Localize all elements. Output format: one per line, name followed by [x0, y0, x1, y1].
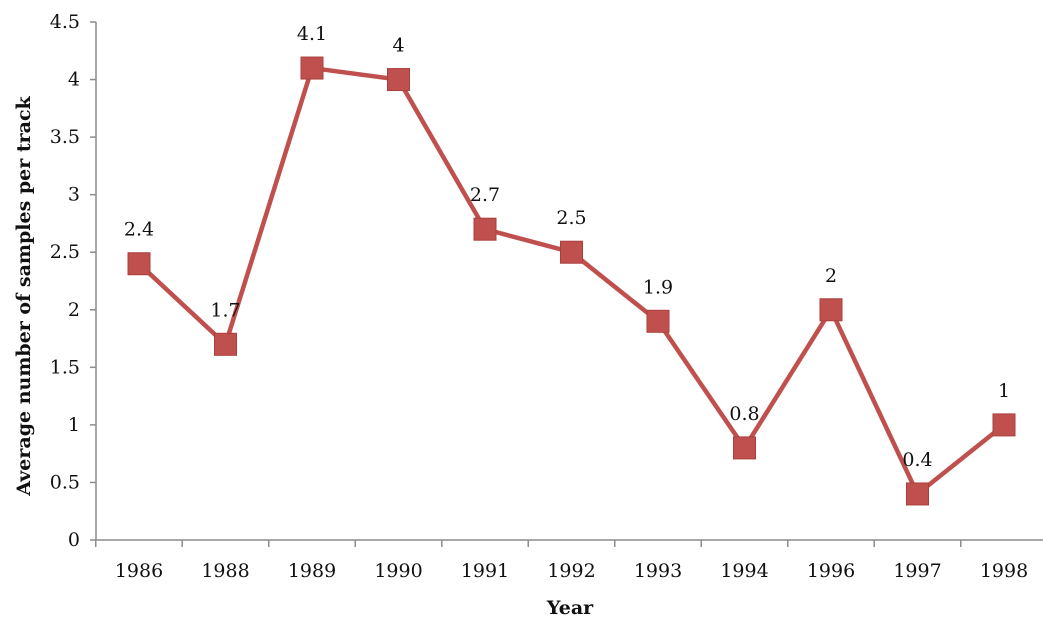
data-point-marker	[214, 332, 237, 356]
x-axis: 1986 1988 1989 1990 1991 1992 1993 1994 1996 1997…	[95, 539, 1043, 582]
x-tick-label: 1992	[547, 560, 595, 582]
y-tick-label: 4	[68, 69, 80, 91]
data-label: 0.4	[902, 449, 932, 471]
series-line	[127, 56, 1016, 506]
data-label: 2.5	[556, 207, 586, 229]
data-label: 1.9	[643, 276, 673, 298]
y-tick-label: 2.5	[50, 241, 80, 263]
series-path	[137, 65, 1006, 497]
y-tick-label: 0.5	[50, 471, 80, 493]
data-label: 2	[825, 265, 837, 287]
y-tick-label: 4.5	[50, 11, 80, 33]
data-label: 0.8	[729, 403, 759, 425]
data-label: 2.7	[470, 184, 500, 206]
data-label: 4.1	[297, 23, 327, 45]
x-tick-label: 1996	[807, 560, 855, 582]
data-point-marker	[127, 252, 151, 276]
y-tick-label: 0	[68, 529, 80, 551]
x-tick-label: 1990	[374, 560, 422, 582]
x-tick-label: 1988	[201, 560, 249, 582]
data-label: 1	[998, 380, 1010, 402]
x-tick-label: 1994	[720, 560, 768, 582]
data-point-marker	[819, 298, 843, 322]
data-point-marker	[906, 482, 929, 506]
x-tick-label: 1993	[634, 560, 682, 582]
y-axis: 0 0.5 1 1.5 2 2.5 3 3.5 4 4.5	[50, 11, 97, 551]
data-label: 4	[392, 35, 404, 57]
x-tick-label: 1991	[461, 560, 509, 582]
x-tick-label: 1997	[893, 560, 941, 582]
x-tick-label: 1998	[980, 560, 1028, 582]
data-point-marker	[387, 68, 410, 92]
y-axis-title: Average number of samples per track	[13, 95, 35, 496]
data-label: 2.4	[124, 219, 154, 241]
x-tick-label: 1989	[288, 560, 336, 582]
y-tick-label: 1	[68, 414, 80, 436]
data-point-marker	[560, 240, 583, 264]
data-label: 1.7	[210, 299, 240, 321]
y-tick-label: 3	[68, 184, 80, 206]
data-point-marker	[733, 436, 756, 460]
y-tick-label: 1.5	[50, 356, 80, 378]
y-tick-label: 3.5	[50, 126, 80, 148]
data-labels: 2.4 1.7 4.1 4 2.7 2.5 1.9 0.8 2 0.4 1	[124, 23, 1010, 471]
data-point-marker	[473, 217, 497, 241]
data-point-marker	[992, 413, 1016, 437]
y-tick-label: 2	[68, 299, 80, 321]
x-tick-label: 1986	[115, 560, 163, 582]
data-point-marker	[300, 56, 324, 80]
data-point-marker	[646, 309, 670, 333]
x-axis-title: Year	[546, 597, 594, 618]
